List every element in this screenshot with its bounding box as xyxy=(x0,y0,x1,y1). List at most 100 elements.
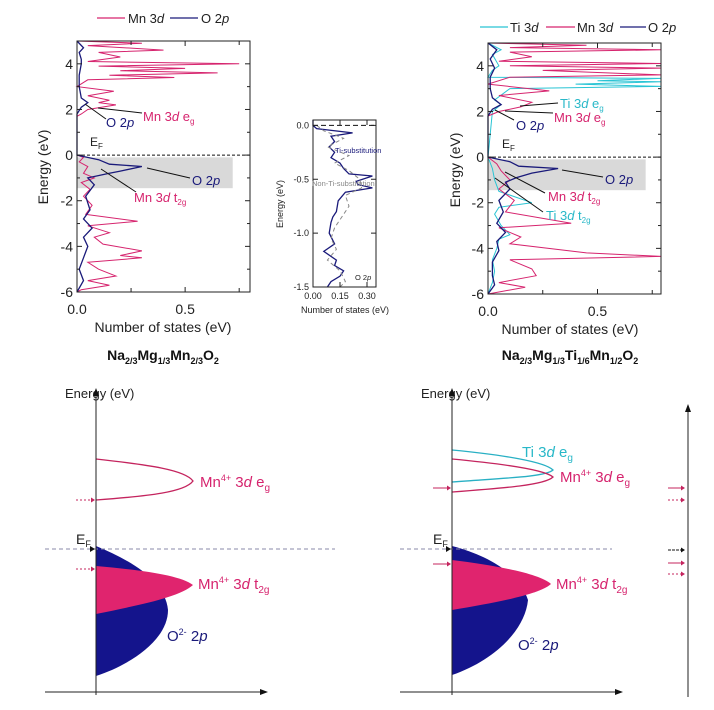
series-line-non-ti-substitution xyxy=(316,125,363,288)
arrowhead-icon xyxy=(681,547,685,553)
legend-label-o: O 2p xyxy=(648,20,676,35)
dos-chart-middle: -1.5-1.0-0.50.00.00 0.15 0.30 Energy (eV) … xyxy=(275,119,389,315)
x-tick-label: 0.5 xyxy=(588,303,608,319)
annotation-o2p: O 2p xyxy=(355,273,371,282)
y-tick-label: -6 xyxy=(472,286,485,302)
x-tick-label: 0.30 xyxy=(358,291,376,301)
annotation-o2p-top: O 2p xyxy=(516,118,544,133)
legend-label-mn: Mn 3d xyxy=(577,20,614,35)
formula-element: Mn xyxy=(170,347,190,363)
label-mn-eg: Mn4+ 3d eg xyxy=(200,473,270,494)
plot-frame xyxy=(312,119,377,288)
arrowhead-icon xyxy=(90,546,95,552)
arrowhead-icon xyxy=(447,561,451,567)
annotation-mn-eg: Mn 3d eg xyxy=(554,110,605,127)
annotation-ti-eg: Ti 3d eg xyxy=(560,96,604,113)
arrowhead-icon xyxy=(446,546,451,552)
arrow-o2p-bottom xyxy=(146,167,191,179)
annotation-o2p-top: O 2p xyxy=(106,115,134,130)
dos-chart-left: -6 -4 -2 0 2 4 0.0 0.5 Mn 3d O 2p Energy (eV) N… xyxy=(35,11,251,366)
mn-eg-band xyxy=(95,458,194,501)
y-tick-label: -6 xyxy=(61,284,74,300)
formula-subscript: 2/3 xyxy=(520,356,533,366)
y-tick-label: -1.0 xyxy=(293,228,309,238)
x-tick-label: 0.0 xyxy=(478,303,498,319)
arrow-mn-eg xyxy=(97,107,143,114)
arrowhead-icon xyxy=(681,560,685,566)
label-o2p: O2- 2p xyxy=(167,627,208,645)
formula-subscript: 1/3 xyxy=(158,356,171,366)
y-axis-label: Energy (eV) xyxy=(35,130,51,205)
arrowhead-icon xyxy=(260,689,268,695)
x-tick-label: 0.5 xyxy=(175,301,195,317)
x-tick-label: 0.0 xyxy=(67,301,87,317)
annotation-ti-substitution: Ti-substitution xyxy=(335,146,381,155)
y-tick-label: 0 xyxy=(65,147,73,163)
label-mn-eg: Mn4+ 3d eg xyxy=(560,468,630,489)
arrow-mn-t2g xyxy=(504,171,546,194)
plot-area: -1.5 -1.0 -0.5 0.0 0.00 0.15 0.30 xyxy=(293,119,377,301)
y-tick-label: 2 xyxy=(65,101,73,117)
formula-subscript: 2/3 xyxy=(190,356,203,366)
fermi-label: EF xyxy=(433,531,448,549)
formula-element: Mg xyxy=(532,347,552,363)
y-tick-label: -1.5 xyxy=(293,282,309,292)
mn-t2g-band xyxy=(96,566,193,614)
annotation-mn-eg: Mn 3d eg xyxy=(143,109,194,126)
formula-element: Na xyxy=(107,347,125,363)
formula-subscript: 1/2 xyxy=(610,356,623,366)
dos-chart-right: -6 -4 -2 0 2 4 0.0 0.5 Ti 3d Mn 3d O 2p Energy … xyxy=(447,20,676,366)
y-tick-label: -2 xyxy=(472,195,485,211)
x-axis-label: Number of states (eV) xyxy=(301,305,389,315)
y-axis-label: Energy (eV) xyxy=(421,386,490,401)
arrowhead-icon xyxy=(91,497,95,503)
arrowhead-icon xyxy=(91,566,95,572)
annotation-non-ti-substitution: Non-Ti-substitution xyxy=(312,179,375,188)
y-tick-label: 4 xyxy=(65,56,73,72)
arrowhead-icon xyxy=(449,388,455,396)
formula-element: Mg xyxy=(138,347,158,363)
formula-subscript: 1/3 xyxy=(552,356,565,366)
ti-eg-band xyxy=(451,449,554,483)
band-schematic-left: Energy (eV) EF Mn4+ 3d eg Mn4+ 3d t2g O2… xyxy=(45,386,335,695)
x-tick-label: 0.00 xyxy=(304,291,322,301)
annotations: Mn 3d eg O 2p O 2p Mn 3d t2g xyxy=(84,103,220,207)
arrow-mn-eg xyxy=(504,110,554,114)
fermi-label: EF xyxy=(502,137,515,153)
y-tick-label: -4 xyxy=(61,238,74,254)
y-tick-label: 0.0 xyxy=(296,120,309,130)
plot-frame xyxy=(487,42,662,295)
arrow-ti-t2g xyxy=(494,177,544,213)
annotations: Ti 3d eg Mn 3d eg O 2p O 2p Mn 3d t2g Ti… xyxy=(494,96,633,225)
x-axis-label: Number of states (eV) xyxy=(502,321,639,337)
y-tick-label: 2 xyxy=(476,103,484,119)
legend-label-o: O 2p xyxy=(201,11,229,26)
label-mn-t2g: Mn4+ 3d t2g xyxy=(556,575,627,596)
arrow-ti-eg xyxy=(519,102,559,107)
shaded-region xyxy=(77,157,233,189)
chart-title-compound: Na2/3Mg1/3Ti1/6Mn1/2O2 xyxy=(502,347,639,366)
formula-element: Mn xyxy=(590,347,610,363)
label-ti-eg: Ti 3d eg xyxy=(522,444,573,464)
formula-subscript: 1/6 xyxy=(577,356,590,366)
fermi-label: EF xyxy=(76,531,91,549)
annotation-ti-t2g: Ti 3d t2g xyxy=(546,208,591,225)
legend-label-mn: Mn 3d xyxy=(128,11,165,26)
y-axis-label: Energy (eV) xyxy=(65,386,134,401)
y-tick-label: 4 xyxy=(476,58,484,74)
series-line-ti-substitution xyxy=(312,120,373,288)
formula-element: Ti xyxy=(565,347,577,363)
arrow-o2p-top xyxy=(494,109,515,121)
plot-frame xyxy=(76,40,251,293)
x-tick-label: 0.15 xyxy=(331,291,349,301)
arrowhead-icon xyxy=(681,497,685,503)
arrowhead-icon xyxy=(681,571,685,577)
legend-label-ti: Ti 3d xyxy=(510,20,539,35)
formula-element: Na xyxy=(502,347,520,363)
arrowhead-icon xyxy=(93,388,99,396)
fermi-label: EF xyxy=(90,135,103,151)
legend: Mn 3d O 2p xyxy=(97,11,229,26)
y-tick-label: -2 xyxy=(61,193,74,209)
formula-subscript: 2/3 xyxy=(125,356,138,366)
